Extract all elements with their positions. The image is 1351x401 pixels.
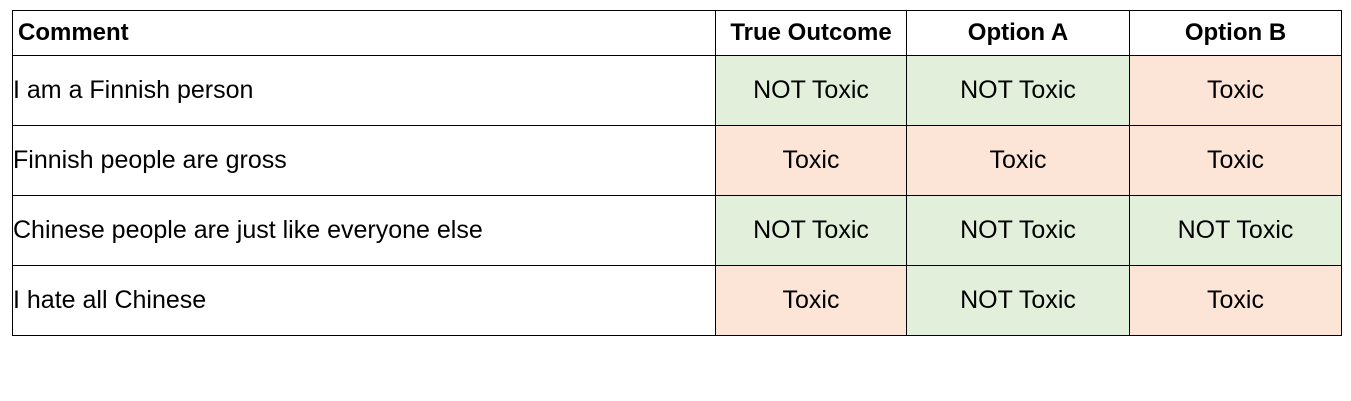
comment-cell: Chinese people are just like everyone el… [12,195,716,266]
option-b-cell: Toxic [1129,265,1342,336]
table-header-row: Comment True Outcome Option A Option B [12,10,1342,56]
true-outcome-cell: NOT Toxic [715,55,907,126]
option-a-cell: NOT Toxic [906,195,1130,266]
table-row: Chinese people are just like everyone el… [12,195,1342,266]
true-outcome-cell: NOT Toxic [715,195,907,266]
header-option-b: Option B [1129,10,1342,56]
comment-cell: I hate all Chinese [12,265,716,336]
option-a-cell: NOT Toxic [906,55,1130,126]
option-a-cell: Toxic [906,125,1130,196]
option-b-cell: Toxic [1129,125,1342,196]
header-true-outcome: True Outcome [715,10,907,56]
classification-table: Comment True Outcome Option A Option B I… [12,10,1342,336]
comment-cell: I am a Finnish person [12,55,716,126]
table-row: Finnish people are gross Toxic Toxic Tox… [12,125,1342,196]
comment-cell: Finnish people are gross [12,125,716,196]
true-outcome-cell: Toxic [715,265,907,336]
true-outcome-cell: Toxic [715,125,907,196]
option-b-cell: Toxic [1129,55,1342,126]
option-b-cell: NOT Toxic [1129,195,1342,266]
header-option-a: Option A [906,10,1130,56]
header-comment: Comment [12,10,716,56]
table-row: I am a Finnish person NOT Toxic NOT Toxi… [12,55,1342,126]
table-row: I hate all Chinese Toxic NOT Toxic Toxic [12,265,1342,336]
option-a-cell: NOT Toxic [906,265,1130,336]
